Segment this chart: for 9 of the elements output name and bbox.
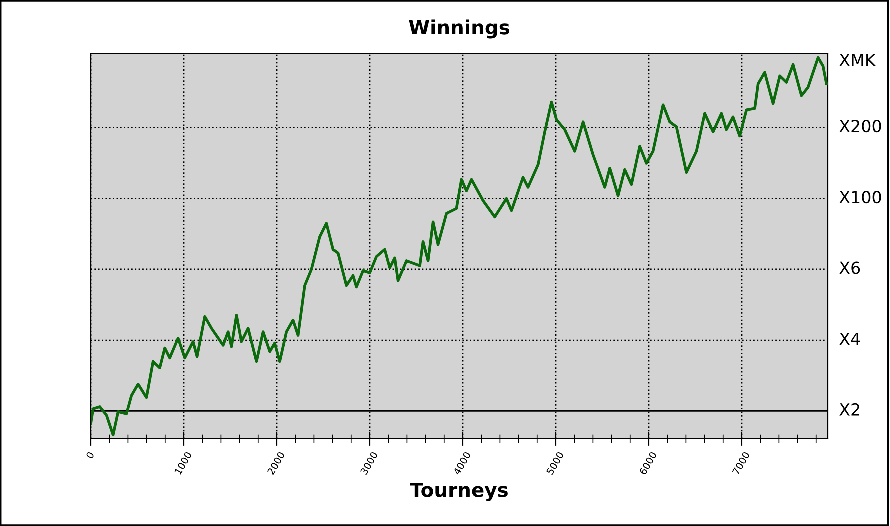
ref-line-label: X100 [840, 191, 882, 204]
text: XMK [840, 54, 876, 66]
x-axis-title: Tourneys [410, 482, 508, 502]
ref-line-label: X6 [840, 262, 860, 274]
x-tick-label: 0 [86, 451, 95, 460]
ref-line-label: X200 [840, 120, 882, 133]
ref-line-label: X2 [840, 403, 860, 416]
chart-title: Winnings [409, 20, 510, 39]
ref-line-label: X4 [840, 332, 860, 346]
